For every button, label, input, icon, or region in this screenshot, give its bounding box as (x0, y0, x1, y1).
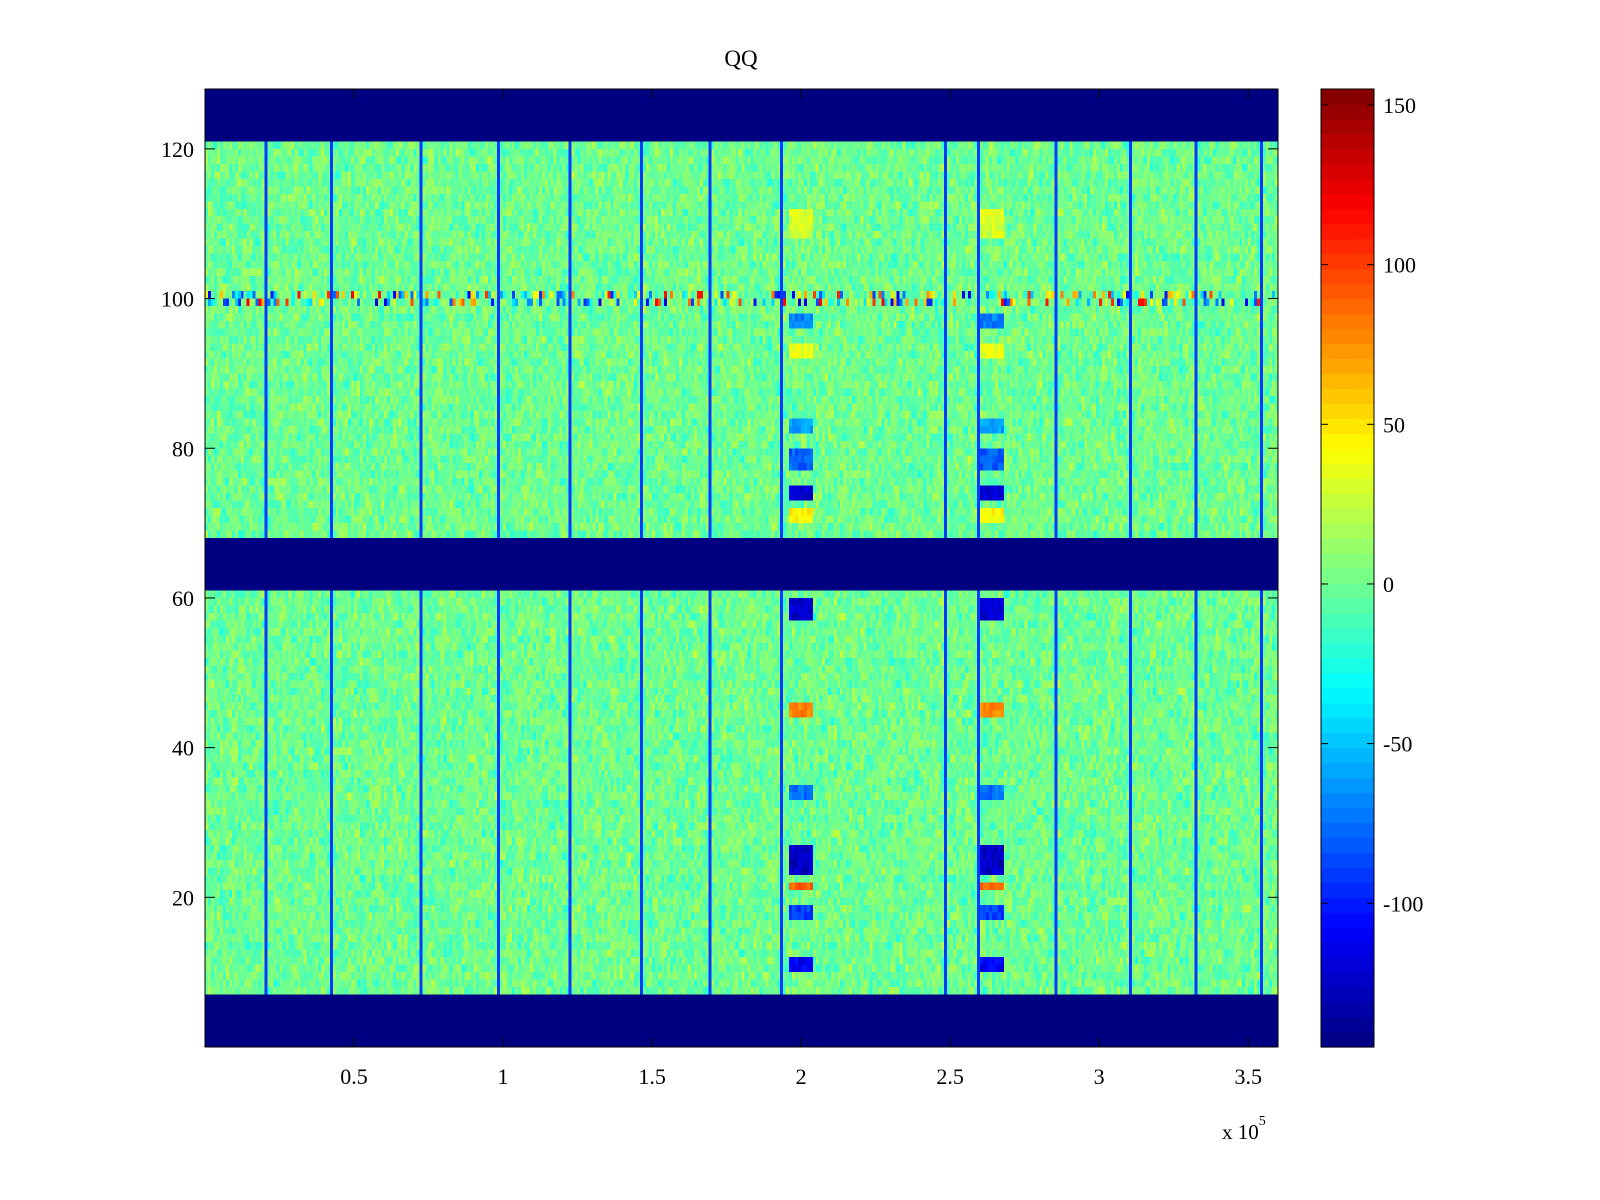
colorbar-segment (1321, 478, 1374, 494)
colorbar-segment (1321, 253, 1374, 270)
colorbar-segment (1321, 418, 1374, 434)
colorbar-segment (1321, 283, 1374, 300)
colorbar-segment (1321, 777, 1374, 794)
colorbar-tick-label: -100 (1383, 891, 1423, 916)
x-tick-label: 1.5 (638, 1064, 666, 1089)
colorbar-segment (1321, 957, 1374, 973)
y-tick-label: 20 (172, 885, 194, 910)
plot-area (205, 89, 1278, 1047)
colorbar-segment (1321, 867, 1374, 883)
colorbar-segment (1321, 328, 1374, 345)
colorbar-segment (1321, 807, 1374, 824)
colorbar-segment (1321, 942, 1374, 958)
colorbar-segment (1321, 597, 1374, 614)
colorbar-segment (1321, 972, 1374, 988)
colorbar-segment (1321, 208, 1374, 225)
chart-title: QQ (724, 46, 758, 71)
colorbar-tick-label: 100 (1383, 253, 1416, 278)
colorbar-segment (1321, 612, 1374, 629)
colorbar-segment (1321, 493, 1374, 509)
y-tick-label: 80 (172, 436, 194, 461)
colorbar-segment (1321, 553, 1374, 569)
x-tick-label: 2 (796, 1064, 807, 1089)
colorbar-segment (1321, 238, 1374, 255)
colorbar-segment (1321, 568, 1374, 584)
colorbar-segment (1321, 343, 1374, 360)
plot-frame (204, 88, 1279, 1048)
heatmap-image (205, 89, 1278, 1047)
colorbar-tick-label: -50 (1383, 732, 1412, 757)
x-multiplier-base: x 10 (1222, 1120, 1259, 1144)
colorbar-frame (1320, 88, 1375, 1048)
colorbar-segment (1321, 313, 1374, 330)
colorbar-segment (1321, 133, 1374, 150)
colorbar-segment (1321, 717, 1374, 734)
colorbar-segment (1321, 463, 1374, 479)
colorbar-segment (1321, 627, 1374, 644)
x-tick-label: 2.5 (936, 1064, 964, 1089)
colorbar-segment (1321, 298, 1374, 315)
colorbar-segment (1321, 508, 1374, 524)
colorbar-segment (1321, 672, 1374, 689)
colorbar-segment (1321, 538, 1374, 554)
colorbar-segment (1321, 1002, 1374, 1018)
colorbar-segment (1321, 702, 1374, 719)
y-tick-label: 40 (172, 736, 194, 761)
x-axis: 0.5 1 1.5 2 2.5 3 3.5 (340, 89, 1262, 1089)
colorbar-segment (1321, 882, 1374, 898)
y-axis: 20 40 60 80 100 120 (161, 137, 1278, 910)
colorbar-segment (1321, 897, 1374, 913)
x-tick-label: 0.5 (340, 1064, 368, 1089)
colorbar-segment (1321, 148, 1374, 165)
colorbar-segment (1321, 388, 1374, 404)
x-tick-label: 3.5 (1234, 1064, 1262, 1089)
colorbar-tick-label: 0 (1383, 572, 1394, 597)
colorbar-segment (1321, 732, 1374, 749)
colorbar-segment (1321, 193, 1374, 210)
colorbar-segment (1321, 1032, 1374, 1048)
colorbar-segment (1321, 223, 1374, 240)
colorbar-segment (1321, 792, 1374, 809)
colorbar-segment (1321, 987, 1374, 1003)
colorbar-segment (1321, 89, 1374, 105)
colorbar-segment (1321, 118, 1374, 135)
x-multiplier-exponent: 5 (1259, 1114, 1266, 1129)
colorbar-segment (1321, 373, 1374, 389)
colorbar-segment (1321, 403, 1374, 419)
colorbar-segment (1321, 178, 1374, 195)
colorbar-segment (1321, 358, 1374, 375)
colorbar-segment (1321, 927, 1374, 943)
colorbar-segment (1321, 103, 1374, 120)
colorbar-segment (1321, 912, 1374, 928)
colorbar-segment (1321, 852, 1374, 868)
colorbar-segment (1321, 762, 1374, 779)
x-axis-multiplier: x 105 (1222, 1114, 1266, 1144)
x-tick-label: 1 (498, 1064, 509, 1089)
colorbar-segment (1321, 747, 1374, 764)
colorbar-segment (1321, 822, 1374, 839)
colorbar-segment (1321, 657, 1374, 674)
colorbar-segment (1321, 1017, 1374, 1033)
colorbar-segment (1321, 837, 1374, 854)
colorbar-segment (1321, 433, 1374, 449)
colorbar-segment (1321, 268, 1374, 285)
x-tick-label: 3 (1094, 1064, 1105, 1089)
colorbar-segment (1321, 687, 1374, 704)
colorbar-segment (1321, 642, 1374, 659)
colorbar-tick-label: 150 (1383, 93, 1416, 118)
y-tick-label: 60 (172, 586, 194, 611)
colorbar-segment (1321, 448, 1374, 464)
colorbar: -100 -50 0 50 100 150 (1320, 88, 1423, 1048)
colorbar-tick-label: 50 (1383, 412, 1405, 437)
y-tick-label: 100 (161, 287, 194, 312)
colorbar-segment (1321, 523, 1374, 539)
y-tick-label: 120 (161, 137, 194, 162)
colorbar-segment (1321, 582, 1374, 599)
colorbar-segment (1321, 163, 1374, 180)
